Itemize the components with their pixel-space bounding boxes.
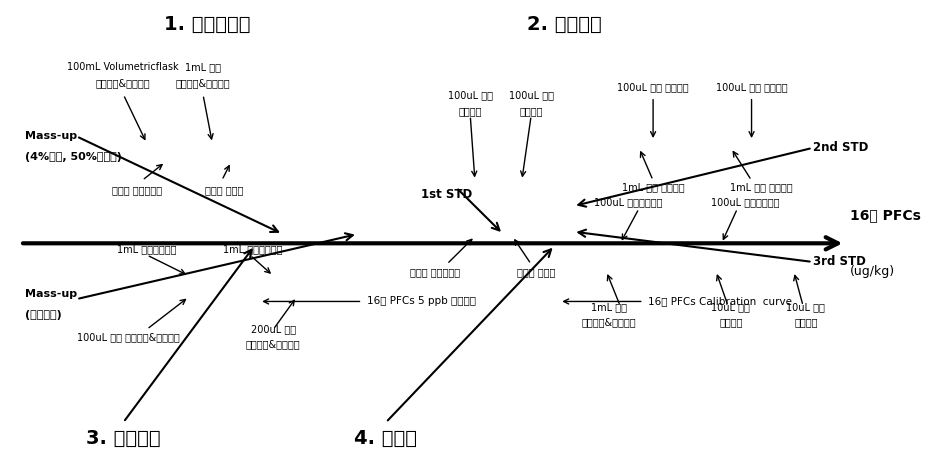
Text: 10uL 픿넷: 10uL 픿넷 bbox=[711, 302, 751, 312]
Text: 10uL 픿넷: 10uL 픿넷 bbox=[787, 302, 825, 312]
Text: (ug/kg): (ug/kg) bbox=[850, 265, 895, 278]
Text: 100uL 픿넷허용공차: 100uL 픿넷허용공차 bbox=[710, 197, 779, 207]
Text: 2. 표준용액: 2. 표준용액 bbox=[527, 15, 601, 34]
Text: 1mL 픿넷: 1mL 픿넷 bbox=[185, 62, 221, 73]
Text: 3. 반복측정: 3. 반복측정 bbox=[86, 429, 160, 448]
Text: 반복측정: 반복측정 bbox=[459, 106, 482, 116]
Text: (4%초산, 50%에탄올): (4%초산, 50%에탄올) bbox=[24, 152, 122, 162]
Text: 200uL 픿넷: 200uL 픿넷 bbox=[251, 324, 296, 334]
Text: 허용공차: 허용공차 bbox=[794, 317, 818, 328]
Text: 허용공차: 허용공차 bbox=[519, 106, 543, 116]
Text: 저울의 안정성: 저울의 안정성 bbox=[517, 267, 555, 277]
Text: 100uL 픿넷: 100uL 픿넷 bbox=[509, 90, 554, 100]
Text: 저울의 안정성: 저울의 안정성 bbox=[205, 185, 244, 195]
Text: 1mL 픿넷허용공차: 1mL 픿넷허용공차 bbox=[223, 244, 283, 254]
Text: 4. 검량선: 4. 검량선 bbox=[354, 429, 417, 448]
Text: 반복측정&허용공차: 반복측정&허용공차 bbox=[582, 317, 637, 328]
Text: 3rd STD: 3rd STD bbox=[813, 256, 866, 269]
Text: Mass-up: Mass-up bbox=[24, 290, 77, 300]
Text: 1mL 픿넷반복측정: 1mL 픿넷반복측정 bbox=[117, 244, 176, 254]
Text: 반복측정&허용공차: 반복측정&허용공차 bbox=[175, 78, 230, 88]
Text: 저울의 교정성적서: 저울의 교정성적서 bbox=[112, 185, 162, 195]
Text: 반복측정: 반복측정 bbox=[719, 317, 742, 328]
Text: 1mL 픿넷 허용공차: 1mL 픿넷 허용공차 bbox=[730, 183, 792, 192]
Text: 100uL 픿넷: 100uL 픿넷 bbox=[447, 90, 493, 100]
Text: 16종 PFCs: 16종 PFCs bbox=[850, 208, 921, 222]
Text: 16종 PFCs 5 ppb 반복측정: 16종 PFCs 5 ppb 반복측정 bbox=[367, 296, 476, 307]
Text: 1mL 픿넷 반복측정: 1mL 픿넷 반복측정 bbox=[622, 183, 685, 192]
Text: Mass-up: Mass-up bbox=[24, 132, 77, 141]
Text: 1st STD: 1st STD bbox=[421, 188, 473, 201]
Text: 2nd STD: 2nd STD bbox=[813, 141, 868, 154]
Text: 100mL Volumetricflask: 100mL Volumetricflask bbox=[68, 62, 179, 73]
Text: 100uL 픿넷 허용오차: 100uL 픿넷 허용오차 bbox=[716, 82, 788, 93]
Text: 1. 시료전인리: 1. 시료전인리 bbox=[165, 15, 251, 34]
Text: (액액추출): (액액추출) bbox=[24, 310, 61, 321]
Text: 반복측정&허용공차: 반복측정&허용공차 bbox=[246, 339, 300, 349]
Text: 반복측정&허용공차: 반복측정&허용공차 bbox=[96, 78, 151, 88]
Text: 1mL 픿넷: 1mL 픿넷 bbox=[591, 302, 627, 312]
Text: 16종 PFCs Calibration  curve: 16종 PFCs Calibration curve bbox=[648, 296, 792, 307]
Text: 저울의 교정성적서: 저울의 교정성적서 bbox=[411, 267, 461, 277]
Text: 100uL 픿넷 반복측정&허용공차: 100uL 픿넷 반복측정&허용공차 bbox=[76, 332, 179, 342]
Text: 100uL 픿넷 반복측정: 100uL 픿넷 반복측정 bbox=[617, 82, 689, 93]
Text: 100uL 픿넷반복측정: 100uL 픿넷반복측정 bbox=[593, 197, 662, 207]
